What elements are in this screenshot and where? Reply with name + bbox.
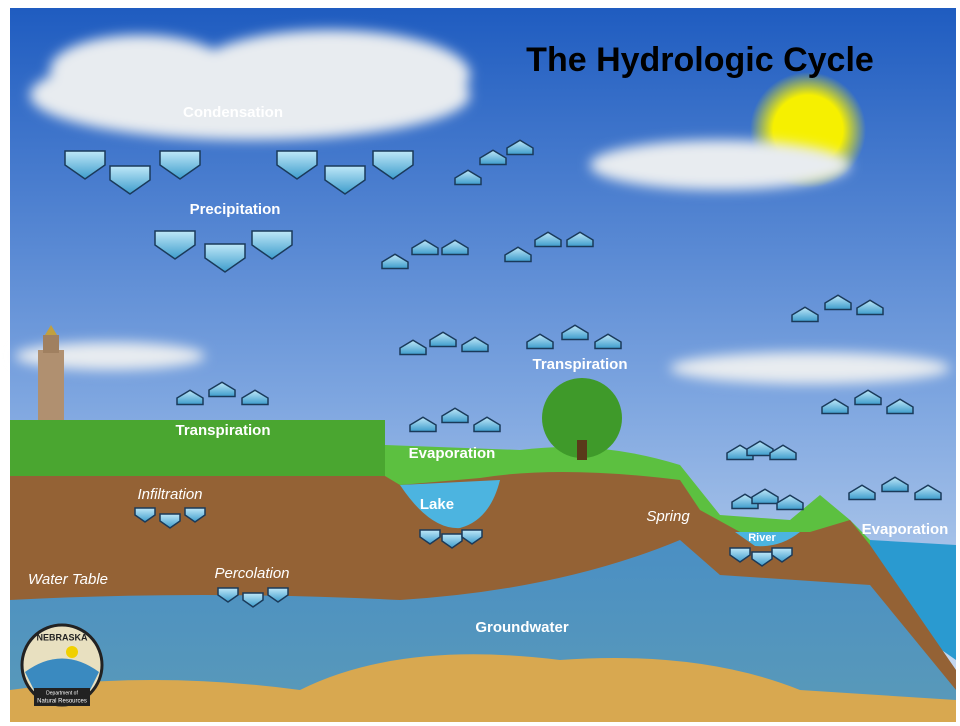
- down-arrow: [242, 592, 264, 608]
- up-arrow: [881, 476, 909, 493]
- down-arrow: [419, 529, 441, 545]
- up-arrow: [856, 299, 884, 316]
- up-arrow: [821, 398, 849, 415]
- tree: [542, 378, 622, 458]
- up-arrow: [791, 306, 819, 323]
- up-arrow: [429, 331, 457, 348]
- up-arrow: [473, 416, 501, 433]
- up-arrow: [399, 339, 427, 356]
- label: Transpiration: [532, 356, 627, 373]
- up-arrow: [208, 381, 236, 398]
- up-arrow: [534, 231, 562, 248]
- down-arrow: [372, 150, 414, 180]
- label: Groundwater: [475, 619, 569, 636]
- up-arrow: [914, 484, 942, 501]
- crop-field: [10, 420, 385, 478]
- down-arrow: [276, 150, 318, 180]
- lake-water: [400, 480, 500, 529]
- up-arrow: [526, 333, 554, 350]
- down-arrow: [134, 507, 156, 523]
- down-arrow: [204, 243, 246, 273]
- sea: [870, 540, 956, 660]
- up-arrow: [454, 169, 482, 186]
- down-arrow: [324, 165, 366, 195]
- down-arrow: [251, 230, 293, 260]
- down-arrow: [729, 547, 751, 563]
- logo-text: Department of: [46, 690, 78, 696]
- label: Lake: [420, 496, 454, 513]
- label: Percolation: [214, 565, 289, 582]
- down-arrow: [751, 551, 773, 567]
- label: Transpiration: [175, 422, 270, 439]
- up-arrow: [751, 488, 779, 505]
- down-arrow: [159, 513, 181, 529]
- up-arrow: [176, 389, 204, 406]
- down-arrow: [109, 165, 151, 195]
- up-arrow: [241, 389, 269, 406]
- up-arrow: [411, 239, 439, 256]
- tree-trunk: [577, 440, 587, 460]
- capitol-tower: [38, 325, 64, 420]
- up-arrow: [746, 440, 774, 457]
- up-arrow: [441, 407, 469, 424]
- down-arrow: [267, 587, 289, 603]
- down-arrow: [771, 547, 793, 563]
- label: Infiltration: [137, 486, 202, 503]
- up-arrow: [381, 253, 409, 270]
- label: Evaporation: [409, 445, 496, 462]
- river-water: [735, 532, 800, 547]
- label: Evaporation: [862, 521, 949, 538]
- logo-text: Natural Resources: [37, 699, 87, 705]
- up-arrow: [461, 336, 489, 353]
- up-arrow: [886, 398, 914, 415]
- down-arrow: [159, 150, 201, 180]
- up-arrow: [561, 324, 589, 341]
- bedrock-sand: [10, 654, 956, 722]
- up-arrow: [506, 139, 534, 156]
- label: Water Table: [28, 571, 108, 588]
- label: Condensation: [183, 104, 283, 121]
- logo-state: NEBRASKA: [36, 632, 88, 642]
- up-arrow: [848, 484, 876, 501]
- up-arrow: [479, 149, 507, 166]
- up-arrow: [769, 444, 797, 461]
- label: Spring: [646, 508, 690, 525]
- down-arrow: [461, 529, 483, 545]
- up-arrow: [776, 494, 804, 511]
- down-arrow: [184, 507, 206, 523]
- up-arrow: [504, 246, 532, 263]
- up-arrow: [824, 294, 852, 311]
- logo: NEBRASKA Department of Natural Resources: [20, 623, 104, 707]
- up-arrow: [566, 231, 594, 248]
- label: River: [748, 532, 776, 544]
- up-arrow: [409, 416, 437, 433]
- label: Precipitation: [190, 201, 281, 218]
- down-arrow: [217, 587, 239, 603]
- down-arrow: [441, 533, 463, 549]
- down-arrow: [154, 230, 196, 260]
- up-arrow: [441, 239, 469, 256]
- down-arrow: [64, 150, 106, 180]
- up-arrow: [594, 333, 622, 350]
- arrows: [64, 139, 942, 608]
- title: The Hydrologic Cycle: [526, 41, 874, 79]
- up-arrow: [854, 389, 882, 406]
